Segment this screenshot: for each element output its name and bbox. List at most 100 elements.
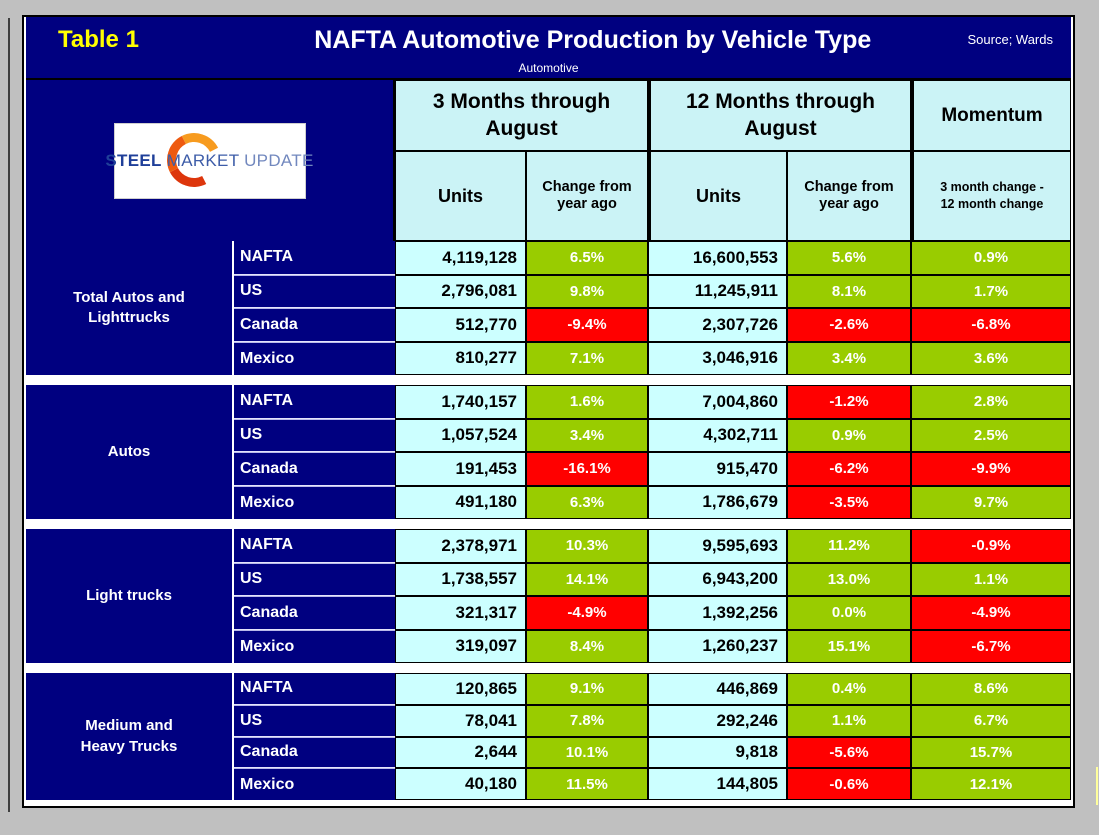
column-header-change-3mo: Change from year ago xyxy=(526,151,648,241)
column-header-units-3mo: Units xyxy=(395,151,526,241)
logo-cell: STEEL MARKET UPDATE xyxy=(26,80,395,241)
momentum-cell: 1.7% xyxy=(911,274,1071,308)
change-3mo-cell: -4.9% xyxy=(526,596,648,630)
region-cell: Mexico xyxy=(234,629,395,663)
units-12mo-cell: 915,470 xyxy=(648,452,787,486)
units-3mo-cell: 2,378,971 xyxy=(395,529,526,563)
region-cell: Mexico xyxy=(234,485,395,519)
change-12mo-cell: 0.0% xyxy=(787,596,911,630)
units-12mo-cell: 144,805 xyxy=(648,768,787,800)
region-cell: Canada xyxy=(234,736,395,769)
change-3mo-cell: 1.6% xyxy=(526,385,648,419)
production-table: Table 1 NAFTA Automotive Production by V… xyxy=(22,15,1075,808)
units-12mo-cell: 11,245,911 xyxy=(648,274,787,308)
units-12mo-cell: 2,307,726 xyxy=(648,308,787,342)
momentum-cell: 2.5% xyxy=(911,418,1071,452)
page-title: NAFTA Automotive Production by Vehicle T… xyxy=(314,26,872,54)
vehicle-type-cell: Total Autos and Lighttrucks xyxy=(26,241,234,375)
units-12mo-cell: 292,246 xyxy=(648,704,787,737)
change-3mo-cell: 7.8% xyxy=(526,704,648,737)
table-body: Total Autos and Lighttrucks NAFTA 4,119,12… xyxy=(26,241,1071,800)
units-3mo-cell: 810,277 xyxy=(395,341,526,375)
units-3mo-cell: 120,865 xyxy=(395,673,526,705)
momentum-cell: 8.6% xyxy=(911,673,1071,705)
vehicle-type-cell: Autos xyxy=(26,385,234,519)
momentum-cell: -0.9% xyxy=(911,529,1071,563)
units-3mo-cell: 319,097 xyxy=(395,629,526,663)
momentum-formula-line2: 12 month change xyxy=(940,197,1044,211)
vehicle-section: Total Autos and Lighttrucks NAFTA 4,119,12… xyxy=(26,241,1071,375)
region-cell: US xyxy=(234,704,395,737)
units-3mo-cell: 40,180 xyxy=(395,768,526,800)
change-3mo-cell: 10.1% xyxy=(526,736,648,769)
steel-market-update-logo: STEEL MARKET UPDATE xyxy=(105,122,313,199)
change-12mo-cell: -2.6% xyxy=(787,308,911,342)
units-3mo-cell: 1,057,524 xyxy=(395,418,526,452)
change-12mo-cell: -3.5% xyxy=(787,485,911,519)
momentum-cell: 6.7% xyxy=(911,704,1071,737)
units-12mo-cell: 16,600,553 xyxy=(648,241,787,275)
momentum-cell: 2.8% xyxy=(911,385,1071,419)
change-12mo-cell: -0.6% xyxy=(787,768,911,800)
region-cell: Canada xyxy=(234,308,395,342)
change-3mo-cell: -9.4% xyxy=(526,308,648,342)
change-12mo-cell: 5.6% xyxy=(787,241,911,275)
change-12mo-cell: 15.1% xyxy=(787,629,911,663)
region-cell: US xyxy=(234,418,395,452)
vehicle-type-cell: Light trucks xyxy=(26,529,234,663)
column-header-change-12mo: Change from year ago xyxy=(787,151,911,241)
region-cell: NAFTA xyxy=(234,385,395,419)
change-3mo-cell: 9.1% xyxy=(526,673,648,705)
units-3mo-cell: 191,453 xyxy=(395,452,526,486)
units-12mo-cell: 3,046,916 xyxy=(648,341,787,375)
change-3mo-cell: 3.4% xyxy=(526,418,648,452)
region-cell: US xyxy=(234,562,395,596)
units-3mo-cell: 78,041 xyxy=(395,704,526,737)
change-3mo-cell: 8.4% xyxy=(526,629,648,663)
region-cell: Mexico xyxy=(234,768,395,800)
change-3mo-cell: 6.3% xyxy=(526,485,648,519)
vehicle-section: Medium and Heavy Trucks NAFTA 120,865 9.1% 4… xyxy=(26,673,1071,800)
momentum-cell: 1.1% xyxy=(911,562,1071,596)
vehicle-type-cell: Medium and Heavy Trucks xyxy=(26,673,234,800)
units-12mo-cell: 1,786,679 xyxy=(648,485,787,519)
units-12mo-cell: 1,392,256 xyxy=(648,596,787,630)
change-12mo-cell: -5.6% xyxy=(787,736,911,769)
momentum-formula-line1: 3 month change - xyxy=(940,180,1044,195)
units-12mo-cell: 9,595,693 xyxy=(648,529,787,563)
momentum-cell: 3.6% xyxy=(911,341,1071,375)
momentum-cell: 9.7% xyxy=(911,485,1071,519)
column-group-momentum: Momentum xyxy=(911,80,1071,151)
region-cell: Mexico xyxy=(234,341,395,375)
change-3mo-cell: 14.1% xyxy=(526,562,648,596)
column-header-units-12mo: Units xyxy=(648,151,787,241)
momentum-cell: 12.1% xyxy=(911,768,1071,800)
momentum-cell: -6.8% xyxy=(911,308,1071,342)
momentum-cell: 15.7% xyxy=(911,736,1071,769)
region-cell: NAFTA xyxy=(234,529,395,563)
change-12mo-cell: 0.9% xyxy=(787,418,911,452)
source-label: Source; Wards xyxy=(967,32,1054,47)
change-12mo-cell: 8.1% xyxy=(787,274,911,308)
units-12mo-cell: 1,260,237 xyxy=(648,629,787,663)
units-12mo-cell: 6,943,200 xyxy=(648,562,787,596)
table-label: Table 1 xyxy=(58,26,139,53)
units-3mo-cell: 321,317 xyxy=(395,596,526,630)
table-header: STEEL MARKET UPDATE 3 Months through Aug… xyxy=(26,80,1071,241)
title-row: Table 1 NAFTA Automotive Production by V… xyxy=(26,17,1071,55)
change-3mo-cell: 6.5% xyxy=(526,241,648,275)
region-cell: Canada xyxy=(234,596,395,630)
title-bar: Table 1 NAFTA Automotive Production by V… xyxy=(26,17,1071,80)
units-12mo-cell: 4,302,711 xyxy=(648,418,787,452)
units-12mo-cell: 7,004,860 xyxy=(648,385,787,419)
units-3mo-cell: 2,796,081 xyxy=(395,274,526,308)
units-3mo-cell: 2,644 xyxy=(395,736,526,769)
momentum-cell: -6.7% xyxy=(911,629,1071,663)
change-3mo-cell: -16.1% xyxy=(526,452,648,486)
change-12mo-cell: 3.4% xyxy=(787,341,911,375)
units-3mo-cell: 1,740,157 xyxy=(395,385,526,419)
change-12mo-cell: 0.4% xyxy=(787,673,911,705)
change-12mo-cell: 11.2% xyxy=(787,529,911,563)
momentum-cell: -4.9% xyxy=(911,596,1071,630)
units-3mo-cell: 4,119,128 xyxy=(395,241,526,275)
